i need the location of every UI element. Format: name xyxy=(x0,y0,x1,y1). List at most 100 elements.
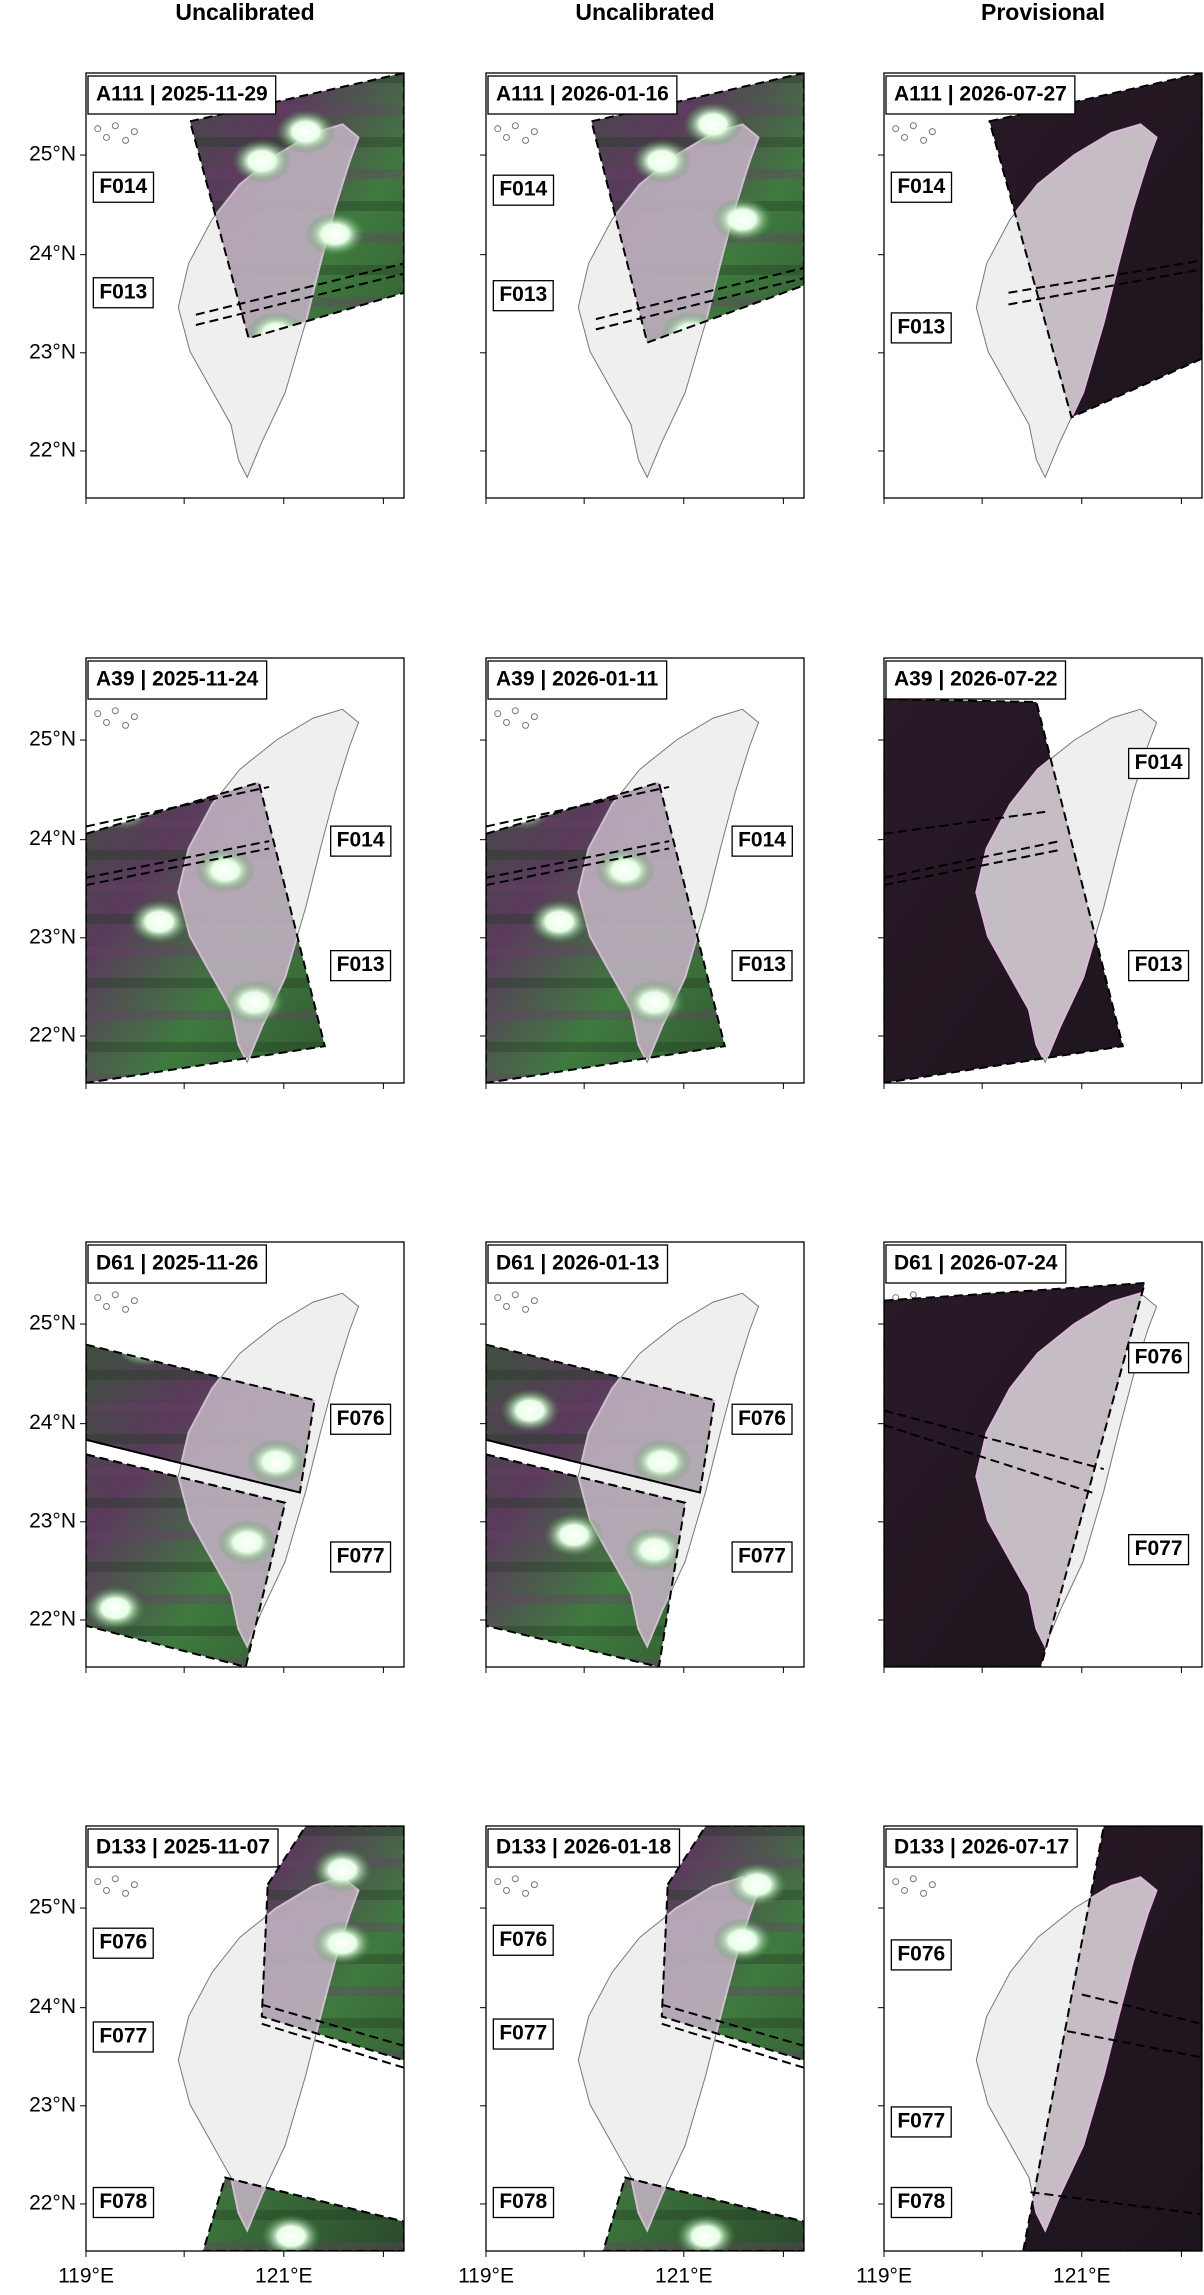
frame-boundary xyxy=(86,847,270,887)
island xyxy=(909,1875,917,1883)
stripe xyxy=(661,1826,804,1836)
island xyxy=(494,1878,502,1886)
map-panel: A39 | 2026-07-22 F014 F013 xyxy=(878,657,1203,1089)
frame-label: F013 xyxy=(99,280,147,303)
island xyxy=(103,1302,111,1310)
island xyxy=(522,136,530,144)
frame-label: F077 xyxy=(1135,1537,1183,1560)
map-content xyxy=(94,73,404,479)
swath-outline xyxy=(590,73,804,344)
island xyxy=(892,125,900,133)
frame-boundary xyxy=(624,2176,804,2223)
stripe xyxy=(86,1402,315,1412)
frame-label: F013 xyxy=(1135,953,1183,976)
y-tick-label: 25°N xyxy=(29,1312,76,1335)
panel-title: D133 | 2026-07-17 xyxy=(894,1836,1069,1859)
panel-border xyxy=(85,657,405,1084)
stripe xyxy=(86,1562,286,1572)
stripe xyxy=(661,2018,804,2028)
bright-blob xyxy=(305,212,366,257)
island xyxy=(511,122,519,130)
frame-boundary xyxy=(224,2176,404,2223)
y-tick-label: 23°N xyxy=(29,2093,76,2116)
y-tick-label: 22°N xyxy=(29,1024,76,1047)
frame-label: F014 xyxy=(738,829,786,852)
stripe xyxy=(86,1594,286,1604)
island xyxy=(94,125,102,133)
frame-label: F077 xyxy=(738,1545,786,1568)
bright-blob xyxy=(114,1344,175,1367)
island xyxy=(511,1291,519,1299)
frame-boundary xyxy=(195,262,404,316)
land-image xyxy=(603,2177,760,2233)
bright-blob xyxy=(261,2214,322,2251)
bright-blob xyxy=(675,2214,736,2251)
panel-title: D61 | 2025-11-26 xyxy=(96,1252,258,1275)
panel-title: A111 | 2026-01-16 xyxy=(496,83,669,106)
y-tick-label: 25°N xyxy=(29,728,76,751)
title-box xyxy=(87,1828,279,1868)
title-box xyxy=(487,1244,669,1284)
panel-title: A111 | 2025-11-29 xyxy=(96,83,268,106)
stripe xyxy=(86,1530,286,1540)
island xyxy=(111,1291,119,1299)
island xyxy=(103,1886,111,1894)
frame-label: F014 xyxy=(99,175,147,198)
map-panel: A111 | 2026-07-27 F014 F013 xyxy=(878,72,1203,504)
frame-label-box xyxy=(731,949,793,982)
stripe xyxy=(486,1338,804,1348)
column-header: Uncalibrated xyxy=(575,0,714,25)
frame-boundary xyxy=(884,1409,1105,1471)
y-tick-label: 22°N xyxy=(29,1608,76,1631)
frame-label-box xyxy=(1128,949,1190,982)
bright-blob xyxy=(624,980,685,1025)
frame-label-box xyxy=(92,1927,154,1959)
bright-blob xyxy=(624,1527,685,1572)
frame-boundary xyxy=(195,272,404,326)
frame-label: F076 xyxy=(499,1928,547,1951)
map-panel: D61 | 2025-11-26 F076 F077 25°N 24°N 23°N 22°N xyxy=(29,1241,405,1673)
frame-label-box xyxy=(92,171,155,203)
title-box xyxy=(487,660,668,700)
stripe xyxy=(486,1594,686,1604)
island xyxy=(530,713,538,721)
panel-border xyxy=(485,1241,805,1668)
island xyxy=(530,128,538,136)
swath-outline xyxy=(884,697,1125,1083)
panel-border xyxy=(883,1241,1203,1668)
y-tick-label: 24°N xyxy=(29,1995,76,2018)
island xyxy=(522,721,530,729)
swath-outline xyxy=(86,1343,316,1494)
frame-label-box xyxy=(330,1541,392,1573)
island xyxy=(111,1875,119,1883)
island xyxy=(494,710,502,718)
bright-blob xyxy=(727,1862,788,1907)
bright-blob xyxy=(683,102,744,147)
y-tick-label: 23°N xyxy=(29,925,76,948)
frame-label: F013 xyxy=(897,315,945,338)
frame-boundary xyxy=(486,1438,701,1494)
y-tick-label: 22°N xyxy=(29,2192,76,2215)
frame-label-box xyxy=(492,1924,554,1956)
panel-border xyxy=(883,657,1203,1084)
title-box xyxy=(87,660,268,700)
frame-label: F077 xyxy=(337,1545,385,1568)
frame-boundary xyxy=(86,1453,286,1504)
panel-border xyxy=(85,1825,405,2252)
bright-blob xyxy=(499,1388,560,1433)
y-tick-label: 24°N xyxy=(29,827,76,850)
frame-boundary xyxy=(884,1424,1097,1495)
frame-label-box xyxy=(1128,1342,1190,1374)
column-header: Uncalibrated xyxy=(175,0,314,25)
frame-label-box xyxy=(330,949,392,982)
bright-blob xyxy=(312,1847,373,1892)
frame-boundary xyxy=(595,277,804,331)
land-image xyxy=(203,2177,360,2233)
island xyxy=(94,710,102,718)
frame-label-box xyxy=(890,312,952,344)
frame-label: F076 xyxy=(1135,1345,1183,1368)
stripe xyxy=(86,1042,325,1052)
stripe xyxy=(261,2018,404,2028)
panel-title: D61 | 2026-07-24 xyxy=(894,1252,1058,1275)
island xyxy=(920,136,928,144)
